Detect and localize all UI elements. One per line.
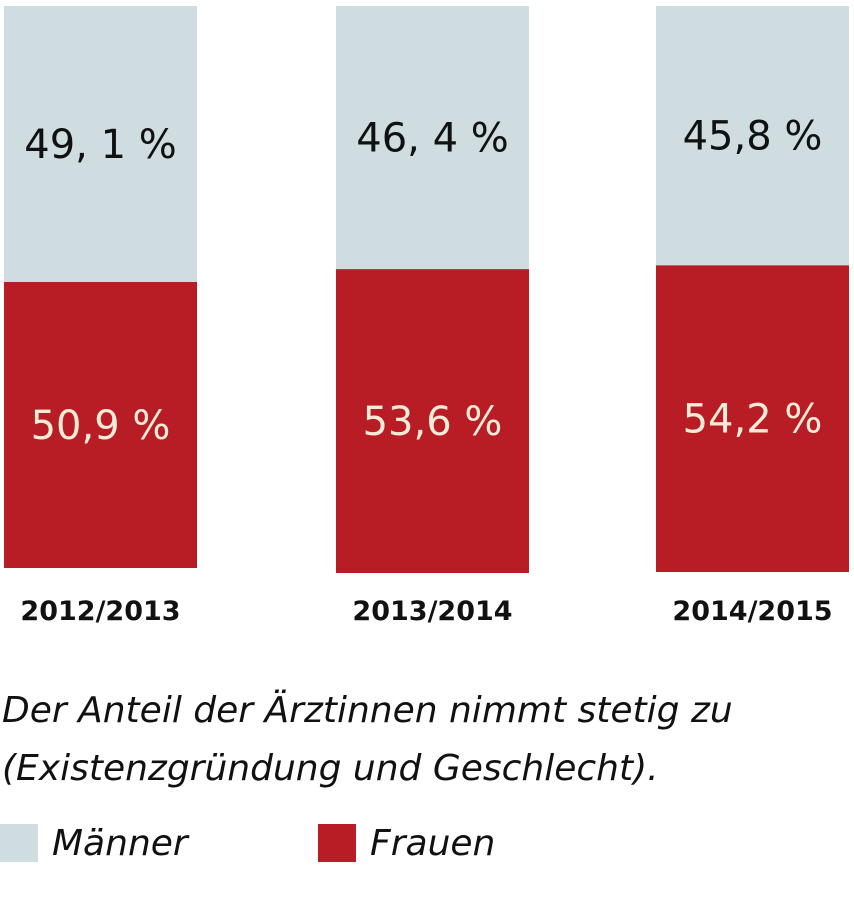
caption-line-1: Der Anteil der Ärztinnen nimmt stetig zu: [2, 690, 733, 731]
legend-item-maenner: Männer: [0, 818, 188, 868]
data-label-maenner-2012-2013: 49, 1 %: [24, 122, 177, 168]
x-tick-label-2014-2015: 2014/2015: [672, 596, 832, 627]
data-label-maenner-2014-2015: 45,8 %: [683, 114, 823, 160]
legend-swatch-frauen: [318, 824, 356, 862]
stacked-bar-chart: 50,9 % 49, 1 % 2012/2013 53,6 % 46, 4 % 2013/…: [4, 6, 849, 627]
data-label-frauen-2012-2013: 50,9 %: [31, 403, 171, 449]
chart-caption: Der Anteil der Ärztinnen nimmt stetig zu…: [2, 682, 852, 798]
data-label-frauen-2014-2015: 54,2 %: [683, 397, 823, 443]
legend-swatch-maenner: [0, 824, 38, 862]
caption-line-2: (Existenzgründung und Geschlecht).: [2, 748, 659, 789]
bar-frauen-2012-2013: [4, 281, 197, 568]
bar-maenner-2014-2015: [656, 6, 849, 266]
bar-frauen-2014-2015: [656, 265, 849, 572]
x-tick-label-2013-2014: 2013/2014: [352, 596, 512, 627]
x-tick-label-2012-2013: 2012/2013: [20, 596, 180, 627]
legend-label-maenner: Männer: [52, 822, 188, 864]
legend-item-frauen: Frauen: [318, 818, 495, 868]
data-label-frauen-2013-2014: 53,6 %: [363, 399, 503, 445]
bar-maenner-2012-2013: [4, 6, 197, 282]
bar-maenner-2013-2014: [336, 6, 529, 270]
legend-label-frauen: Frauen: [370, 822, 496, 864]
legend: Männer Frauen: [0, 818, 854, 868]
bar-frauen-2013-2014: [336, 269, 529, 573]
data-label-maenner-2013-2014: 46, 4 %: [356, 116, 509, 162]
